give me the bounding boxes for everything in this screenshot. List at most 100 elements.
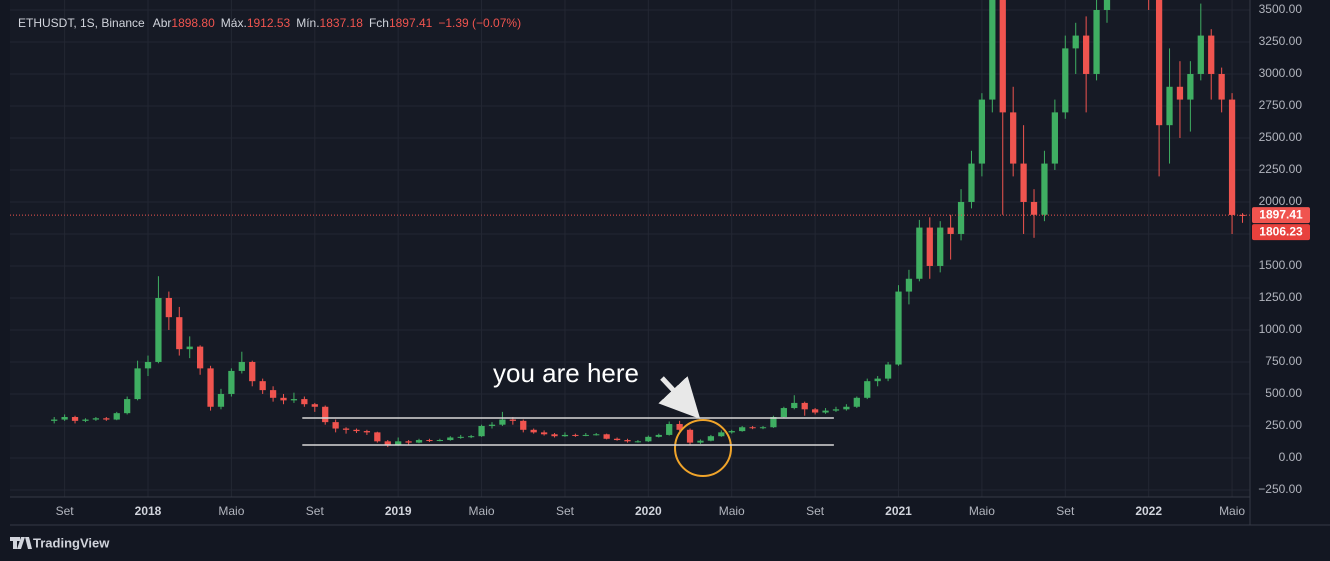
x-tick-label: 2021 [885, 504, 912, 518]
legend-label: Fch [369, 16, 389, 30]
candle-body [1103, 0, 1111, 10]
annotation: you are here [493, 358, 639, 388]
candle-body [759, 427, 767, 429]
x-tick-label: Set [556, 504, 575, 518]
candle-body [822, 410, 829, 413]
brand: TradingView [33, 535, 110, 550]
candle-body [561, 434, 569, 437]
plot-area [10, 0, 1250, 497]
legend-label: Mín. [296, 16, 319, 30]
candle-body [228, 370, 235, 394]
candle-body [540, 432, 548, 435]
candle-body [447, 437, 454, 441]
legend-value: 1897.41 [389, 16, 433, 30]
candle-body [280, 397, 287, 401]
candle-body [1051, 112, 1058, 164]
candle-body [666, 424, 673, 435]
candle-body [978, 99, 986, 164]
candle-body [864, 381, 871, 398]
price-tag [1252, 207, 1310, 224]
candle-body [186, 346, 193, 350]
candle-body [572, 434, 579, 436]
y-tick-label: 3500.00 [1259, 2, 1303, 16]
x-tick-label: 2022 [1135, 504, 1162, 518]
price-tag-label: 1806.23 [1259, 224, 1303, 238]
legend-label: Abr [153, 16, 172, 30]
candle-body [311, 404, 318, 407]
candle-body [103, 418, 110, 420]
candle-body [1208, 35, 1215, 74]
candle-body [582, 434, 589, 436]
candle-body [739, 427, 746, 432]
candles [51, 0, 1246, 448]
y-tick-label: 1250.00 [1259, 290, 1303, 304]
grid [10, 0, 1250, 497]
x-tick-label: Set [1056, 504, 1075, 518]
x-tick-label: Maio [218, 504, 244, 518]
y-tick-label: 2000.00 [1259, 194, 1303, 208]
y-tick-label: 3000.00 [1259, 66, 1303, 80]
candle-body [499, 419, 506, 425]
y-tick-label: 2750.00 [1259, 98, 1303, 112]
candle-body [197, 346, 204, 369]
y-tick-label: 1000.00 [1259, 322, 1303, 336]
candle-body [468, 436, 475, 438]
candle-body [916, 227, 923, 279]
y-tick-label: 2500.00 [1259, 130, 1303, 144]
candle-body [71, 417, 79, 421]
candle-body [363, 431, 371, 433]
logo [10, 537, 32, 549]
candle-body [1020, 163, 1027, 202]
candle-body [217, 393, 225, 407]
candle-body [520, 420, 527, 430]
candle-body [395, 441, 402, 446]
y-tick-label: 0.00 [1279, 450, 1303, 464]
candle-body [968, 163, 975, 202]
candle-body [509, 419, 516, 421]
candle-body [874, 378, 881, 382]
x-tick-label: Maio [719, 504, 745, 518]
candle-body [207, 368, 214, 407]
candle-body [999, 0, 1006, 113]
candle-body [51, 419, 58, 421]
candle-body [1197, 35, 1204, 74]
candle-body [634, 441, 642, 443]
y-tick-label: 500.00 [1265, 386, 1302, 400]
candle-body [937, 227, 944, 266]
legend-value: 1898.80 [171, 16, 215, 30]
y-tick-label: 3250.00 [1259, 34, 1303, 48]
highlight-circle [674, 419, 732, 477]
candle-body [989, 0, 996, 100]
candle-body [1176, 86, 1184, 100]
candle-body [853, 397, 860, 407]
candle-body [603, 434, 610, 439]
candle-body [165, 297, 172, 318]
legend-value: 1912.53 [247, 16, 291, 30]
candle-body [1239, 214, 1246, 216]
candle-body [290, 399, 298, 401]
legend-value: 1837.18 [320, 16, 364, 30]
x-tick-label: 2019 [385, 504, 412, 518]
candle-body [749, 427, 756, 429]
y-tick-label: 250.00 [1265, 418, 1302, 432]
candle-body [322, 406, 329, 423]
candle-body [895, 291, 902, 365]
candle-body [124, 399, 131, 414]
x-tick-label: Maio [969, 504, 995, 518]
candle-body [624, 440, 631, 442]
x-tick-label: Maio [469, 504, 495, 518]
symbol: ETHUSDT, 1S, Binance [18, 16, 145, 30]
candle-body [82, 419, 89, 421]
legend-label: Máx. [221, 16, 247, 30]
arrow [658, 376, 701, 419]
candle-body [530, 429, 537, 433]
candle-body [405, 441, 412, 443]
candle-body [676, 424, 683, 430]
candle-body [342, 428, 350, 430]
candle-body [728, 431, 735, 433]
x-tick-label: Set [306, 504, 325, 518]
x-tick-label: Set [56, 504, 75, 518]
candle-body [1228, 99, 1236, 215]
candle-body [1041, 163, 1048, 215]
